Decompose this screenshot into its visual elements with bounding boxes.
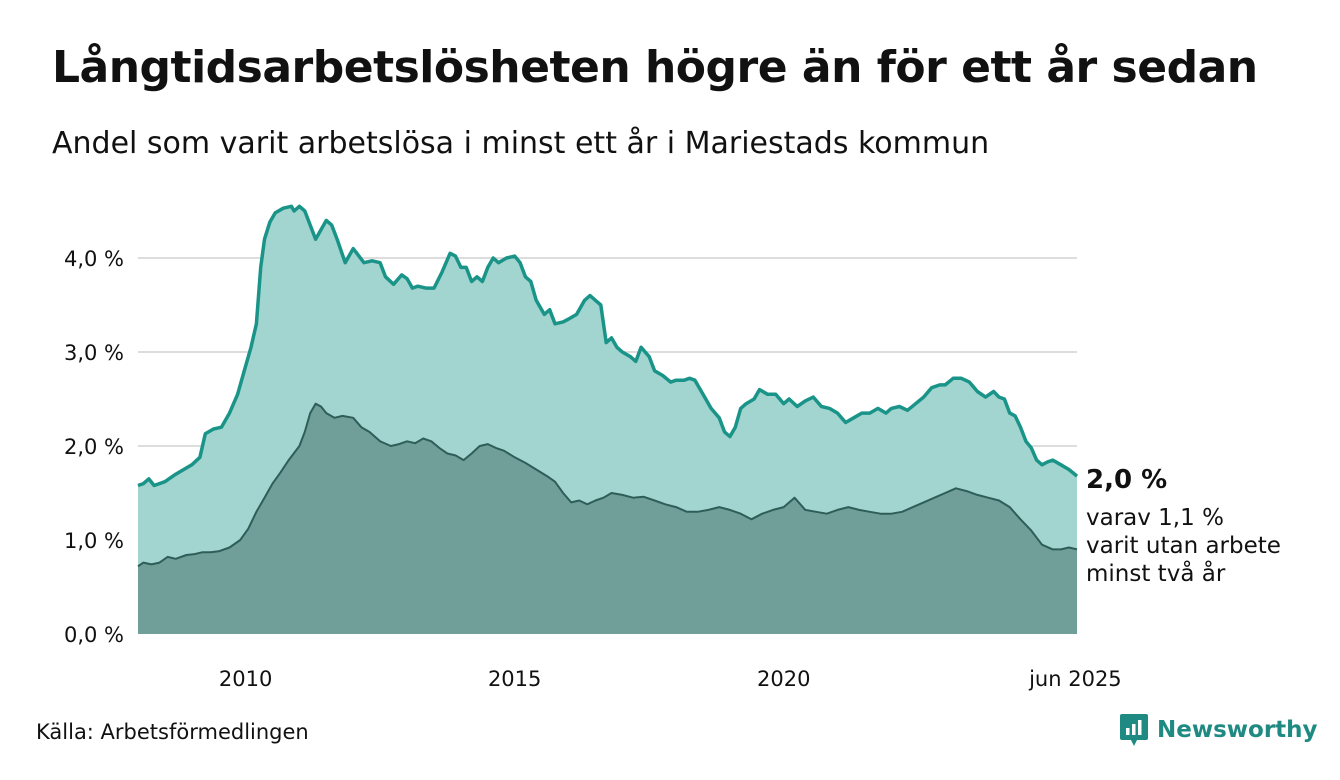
brand-name: Newsworthy <box>1157 717 1318 743</box>
series-line-two-year <box>137 402 1078 568</box>
brand-logo-group[interactable]: Newsworthy <box>1119 713 1318 747</box>
y-tick-label-1: 1,0 % <box>64 529 124 553</box>
y-tick-label-4: 4,0 % <box>64 247 124 271</box>
x-tick-label-1: 2015 <box>488 667 541 691</box>
x-tick-label-0: 2010 <box>219 667 272 691</box>
annotation-line-0: varav 1,1 % <box>1086 505 1224 531</box>
y-tick-label-3: 3,0 % <box>64 341 124 365</box>
annotation-line-2: minst två år <box>1086 559 1226 587</box>
x-axis: 2010 2015 2020 jun 2025 <box>219 667 1122 691</box>
newsworthy-logo-icon <box>1120 714 1148 746</box>
chart-subtitle: Andel som varit arbetslösa i minst ett å… <box>52 126 990 161</box>
source-note: Källa: Arbetsförmedlingen <box>36 720 309 744</box>
chart-title: Långtidsarbetslösheten högre än för ett … <box>52 42 1258 93</box>
series-line-total <box>137 204 1079 488</box>
chart-lines <box>137 204 1079 568</box>
y-tick-label-0: 0,0 % <box>64 623 124 647</box>
chart-areas <box>138 206 1077 635</box>
y-axis: 0,0 % 1,0 % 2,0 % 3,0 % 4,0 % <box>64 247 124 647</box>
x-tick-label-3: jun 2025 <box>1028 667 1122 691</box>
x-tick-label-2: 2020 <box>757 667 810 691</box>
end-value-label: 2,0 % <box>1086 465 1167 495</box>
series-area-two-year <box>138 403 1077 634</box>
y-tick-label-2: 2,0 % <box>64 435 124 459</box>
annotation-line-1: varit utan arbete <box>1086 533 1281 559</box>
